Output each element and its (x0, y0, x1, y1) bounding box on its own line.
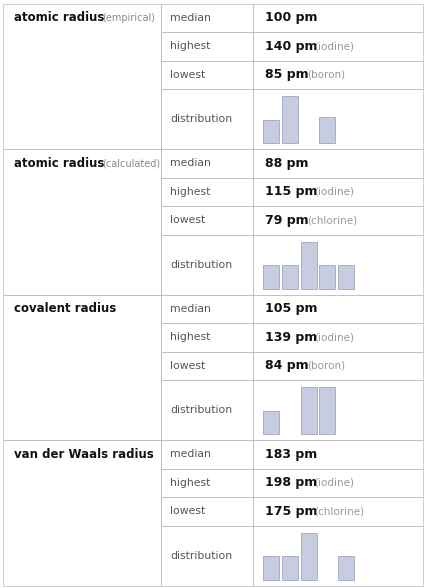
Text: (boron): (boron) (307, 70, 345, 80)
Text: 175 pm: 175 pm (265, 505, 317, 518)
Bar (282, 556, 298, 580)
Text: median: median (170, 449, 211, 459)
Bar (300, 242, 317, 289)
Bar (319, 387, 335, 434)
Bar (338, 556, 354, 580)
Text: 105 pm: 105 pm (265, 302, 317, 315)
Text: atomic radius: atomic radius (14, 157, 105, 170)
Text: 79 pm: 79 pm (265, 214, 309, 227)
Text: lowest: lowest (170, 70, 205, 80)
Text: lowest: lowest (170, 215, 205, 225)
Bar (282, 96, 298, 143)
Text: median: median (170, 158, 211, 168)
Text: highest: highest (170, 41, 210, 51)
Text: covalent radius: covalent radius (14, 302, 116, 315)
Text: lowest: lowest (170, 361, 205, 371)
Text: (boron): (boron) (307, 361, 345, 371)
Text: median: median (170, 304, 211, 314)
Bar (282, 265, 298, 289)
Text: (iodine): (iodine) (314, 187, 354, 197)
Text: 183 pm: 183 pm (265, 448, 317, 461)
Bar (319, 265, 335, 289)
Text: (iodine): (iodine) (314, 478, 354, 488)
Text: atomic radius: atomic radius (14, 11, 105, 24)
Text: (iodine): (iodine) (314, 332, 354, 342)
Text: 139 pm: 139 pm (265, 331, 317, 344)
Bar (319, 118, 335, 143)
Text: distribution: distribution (170, 114, 232, 124)
Text: lowest: lowest (170, 506, 205, 516)
Text: highest: highest (170, 332, 210, 342)
Text: highest: highest (170, 478, 210, 488)
Text: (chlorine): (chlorine) (314, 506, 365, 516)
Text: (empirical): (empirical) (102, 13, 155, 23)
Text: 115 pm: 115 pm (265, 185, 317, 198)
Text: (iodine): (iodine) (314, 41, 354, 51)
Text: distribution: distribution (170, 405, 232, 415)
Bar (300, 533, 317, 580)
Text: median: median (170, 13, 211, 23)
Bar (263, 120, 279, 143)
Text: 84 pm: 84 pm (265, 359, 309, 372)
Bar (263, 411, 279, 434)
Text: 198 pm: 198 pm (265, 476, 317, 489)
Bar (338, 265, 354, 289)
Text: van der Waals radius: van der Waals radius (14, 448, 154, 461)
Text: 88 pm: 88 pm (265, 157, 309, 170)
Text: distribution: distribution (170, 551, 232, 561)
Text: distribution: distribution (170, 260, 232, 270)
Text: 100 pm: 100 pm (265, 11, 317, 24)
Bar (263, 265, 279, 289)
Bar (300, 387, 317, 434)
Text: highest: highest (170, 187, 210, 197)
Text: 140 pm: 140 pm (265, 40, 317, 53)
Text: (calculated): (calculated) (102, 158, 160, 168)
Text: (chlorine): (chlorine) (307, 215, 357, 225)
Bar (263, 556, 279, 580)
Text: 85 pm: 85 pm (265, 68, 309, 81)
